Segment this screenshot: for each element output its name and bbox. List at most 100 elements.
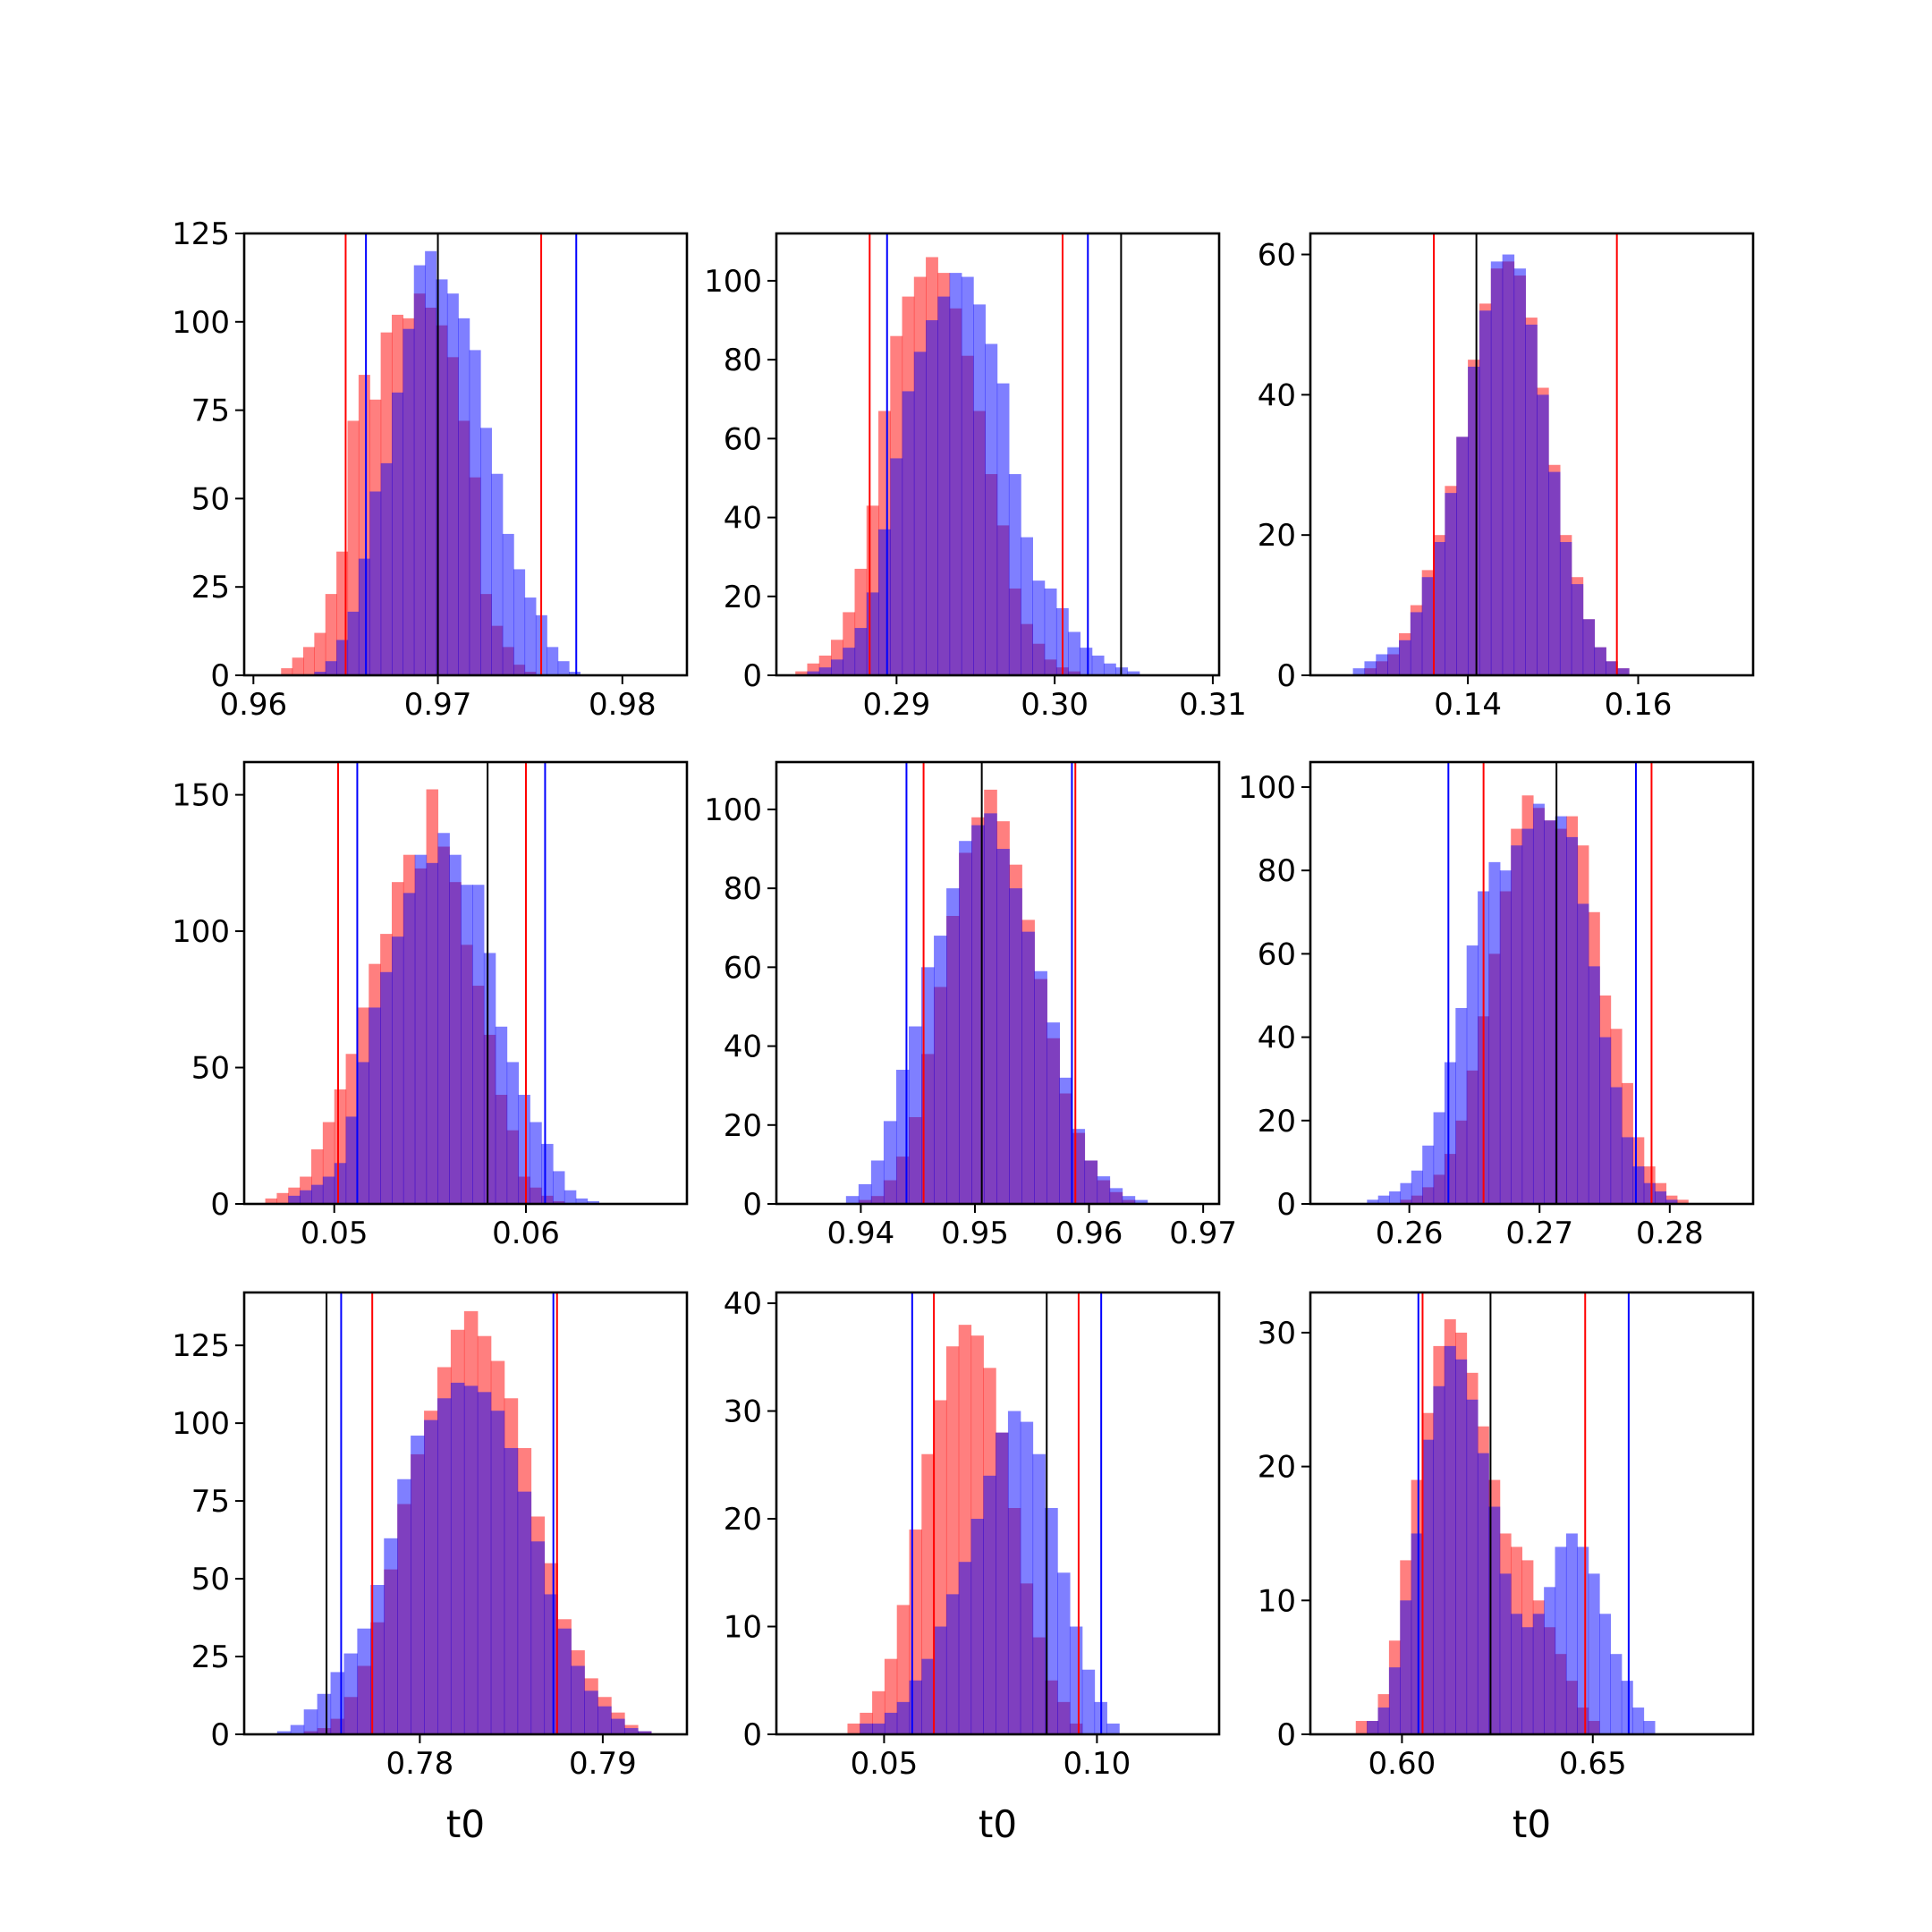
blue-histogram-bar	[411, 1436, 425, 1734]
blue-histogram-bar	[547, 647, 559, 675]
blue-histogram-bar	[1532, 1614, 1545, 1734]
blue-histogram-bar	[1466, 945, 1479, 1204]
blue-histogram-bar	[300, 1190, 312, 1204]
x-tick-label: 0.14	[1434, 687, 1502, 723]
blue-histogram-bar	[1445, 493, 1457, 675]
blue-histogram-bar	[934, 1626, 947, 1734]
axes-frame	[242, 760, 689, 1206]
red-histogram-bar	[847, 1723, 860, 1734]
blue-histogram-bar	[1389, 1191, 1402, 1204]
blue-histogram-bar	[854, 628, 868, 675]
blue-histogram-bar	[961, 276, 974, 675]
blue-histogram-bar	[491, 473, 504, 675]
blue-histogram-bar	[1008, 474, 1021, 675]
blue-histogram-bar	[878, 529, 891, 675]
blue-histogram-bar	[1566, 836, 1579, 1204]
blue-histogram-bar	[463, 1385, 479, 1734]
blue-histogram-bar	[587, 1200, 600, 1204]
y-tick-label: 100	[704, 264, 762, 300]
blue-histogram-bar	[1021, 931, 1035, 1204]
red-histogram-bar	[281, 668, 293, 675]
y-tick-label: 20	[724, 580, 762, 615]
blue-histogram-bar	[1411, 1170, 1423, 1204]
red-histogram-bar	[292, 657, 304, 675]
histogram-panel: 0.05 0.06 0 50 100 150	[172, 760, 689, 1251]
x-tick-label: 0.95	[941, 1216, 1009, 1251]
blue-histogram-bar	[1511, 1614, 1523, 1734]
y-tick-label: 0	[1276, 1717, 1296, 1753]
blue-histogram-bar	[985, 343, 998, 675]
blue-histogram-bar	[913, 352, 927, 675]
blue-histogram-bar	[949, 273, 962, 675]
blue-histogram-series	[807, 273, 1140, 675]
blue-histogram-bar	[1455, 1359, 1468, 1734]
blue-histogram-bar	[325, 661, 337, 675]
blue-histogram-bar	[1571, 584, 1584, 675]
x-tick-label: 0.27	[1505, 1216, 1573, 1251]
y-tick-label: 75	[191, 1484, 230, 1520]
blue-histogram-bar	[1109, 1188, 1123, 1204]
x-tick-label: 0.97	[404, 687, 472, 723]
blue-histogram-bar	[483, 953, 496, 1204]
x-tick-label: 0.78	[386, 1746, 454, 1782]
axes-frame	[775, 760, 1221, 1206]
blue-histogram-bar	[1532, 803, 1545, 1204]
blue-histogram-bar	[450, 1382, 465, 1734]
histogram-panel: 0.60 0.65 0 10 20 30 t0	[1258, 1291, 1755, 1846]
blue-histogram-bar	[472, 885, 485, 1204]
blue-histogram-bar	[1525, 324, 1538, 675]
blue-histogram-bar	[1422, 1439, 1435, 1734]
blue-histogram-bar	[1588, 966, 1600, 1204]
blue-histogram-bar	[1479, 310, 1492, 675]
x-axis-label: t0	[979, 1802, 1017, 1846]
blue-histogram-bar	[1080, 648, 1093, 675]
blue-histogram-bar	[490, 1411, 505, 1734]
blue-histogram-bar	[380, 462, 393, 675]
x-tick-label: 0.79	[569, 1746, 637, 1782]
y-tick-label: 50	[191, 1051, 230, 1087]
blue-histogram-bar	[392, 936, 404, 1204]
blue-histogram-bar	[1007, 1411, 1021, 1734]
blue-histogram-bar	[858, 1183, 872, 1204]
blue-histogram-bar	[1068, 631, 1081, 675]
blue-histogram-bar	[1606, 661, 1618, 675]
blue-histogram-bar	[1632, 1166, 1645, 1204]
blue-histogram-bar	[818, 667, 832, 675]
blue-histogram-bar	[1544, 1587, 1556, 1734]
blue-histogram-bar	[830, 659, 843, 675]
blue-histogram-bar	[983, 1475, 996, 1734]
blue-histogram-bar	[1559, 542, 1572, 675]
blue-histogram-bar	[1588, 1573, 1600, 1734]
y-tick-label: 25	[191, 1640, 230, 1675]
axes-frame	[1309, 1291, 1755, 1736]
blue-histogram-bar	[1072, 1129, 1086, 1204]
x-tick-label: 0.96	[1055, 1216, 1123, 1251]
blue-histogram-bar	[1599, 1614, 1612, 1734]
blue-histogram-bar	[437, 1398, 452, 1734]
blue-histogram-bar	[1084, 1160, 1098, 1204]
x-tick-label: 0.06	[492, 1216, 560, 1251]
blue-histogram-bar	[1490, 261, 1504, 675]
plot-area	[1352, 233, 1630, 675]
y-tick-label: 10	[1258, 1583, 1296, 1619]
red-histogram-bar	[1676, 1199, 1689, 1204]
blue-histogram-series	[288, 833, 600, 1204]
blue-histogram-bar	[921, 967, 935, 1204]
blue-histogram-bar	[437, 833, 450, 1204]
y-tick-label: 40	[724, 1286, 762, 1322]
y-tick-label: 30	[724, 1394, 762, 1430]
blue-histogram-bar	[1127, 671, 1140, 675]
blue-histogram-bar	[314, 672, 326, 675]
histogram-panel: 0.94 0.95 0.96 0.97 0 20 40 60 80 100	[704, 760, 1237, 1251]
y-tick-label: 0	[210, 658, 230, 694]
blue-histogram-bar	[1081, 1669, 1096, 1734]
blue-histogram-bar	[311, 1184, 324, 1204]
y-tick-label: 20	[724, 1108, 762, 1144]
blue-histogram-bar	[1643, 1182, 1656, 1204]
blue-histogram-series	[1352, 254, 1630, 675]
axes-frame	[775, 232, 1221, 677]
blue-histogram-bar	[1455, 1007, 1468, 1204]
red-histogram-bar	[1355, 1721, 1368, 1734]
y-tick-label: 0	[742, 658, 762, 694]
